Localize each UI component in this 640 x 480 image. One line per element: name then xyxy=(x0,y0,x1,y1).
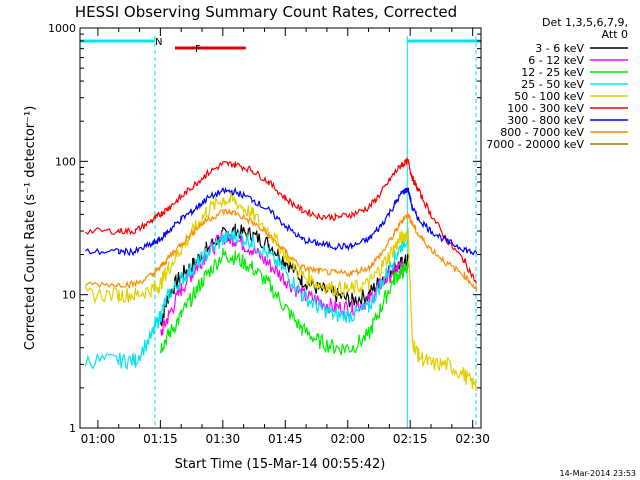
legend-entry-label: 7000 - 20000 keV xyxy=(486,138,584,151)
x-axis: 01:00 01:15 01:30 01:45 02:00 02:15 02:30 xyxy=(81,28,490,446)
chart-title: HESSI Observing Summary Count Rates, Cor… xyxy=(75,3,457,21)
series-line-2 xyxy=(159,248,409,356)
x-tick-label: 02:00 xyxy=(330,432,365,446)
legend-entry-label: 3 - 6 keV xyxy=(535,42,584,55)
legend-entry-label: 25 - 50 keV xyxy=(521,78,584,91)
plot-area xyxy=(80,36,481,428)
series-line-3 xyxy=(84,229,409,370)
x-axis-label: Start Time (15-Mar-14 00:55:42) xyxy=(175,457,386,472)
series-line-4 xyxy=(84,191,477,392)
x-tick-label: 01:00 xyxy=(81,432,116,446)
x-tick-label: 02:15 xyxy=(393,432,428,446)
y-tick-label: 100 xyxy=(55,155,76,168)
series-line-6 xyxy=(85,186,478,257)
x-tick-label: 01:45 xyxy=(268,432,303,446)
y-axis: 1 10 100 1000 xyxy=(48,22,481,435)
legend-header-detectors: Det 1,3,5,6,7,9, xyxy=(542,16,628,29)
y-tick-label: 10 xyxy=(62,289,76,302)
footer-timestamp: 14-Mar-2014 23:53 xyxy=(560,469,637,478)
night-label: N xyxy=(155,37,162,48)
x-tick-label: 02:30 xyxy=(455,432,490,446)
series-line-5 xyxy=(85,156,477,284)
legend-entry-label: 50 - 100 keV xyxy=(514,90,584,103)
legend-entry-label: 6 - 12 keV xyxy=(528,54,584,67)
y-tick-label: 1 xyxy=(69,422,76,435)
legend-entry-label: 12 - 25 keV xyxy=(521,66,584,79)
series-line-7 xyxy=(84,207,478,291)
flare-label: F xyxy=(195,44,201,55)
legend-entry-label: 100 - 300 keV xyxy=(507,102,584,115)
legend-header-attenuator: Att 0 xyxy=(602,28,628,41)
y-axis-label: Corrected Count Rate (s⁻¹ detector⁻¹) xyxy=(23,106,38,351)
legend-entry-label: 300 - 800 keV xyxy=(507,114,584,127)
legend-entry-label: 800 - 7000 keV xyxy=(500,126,584,139)
x-tick-label: 01:30 xyxy=(206,432,241,446)
y-tick-label: 1000 xyxy=(48,22,76,35)
x-tick-label: 01:15 xyxy=(143,432,178,446)
plot-frame xyxy=(79,27,482,429)
